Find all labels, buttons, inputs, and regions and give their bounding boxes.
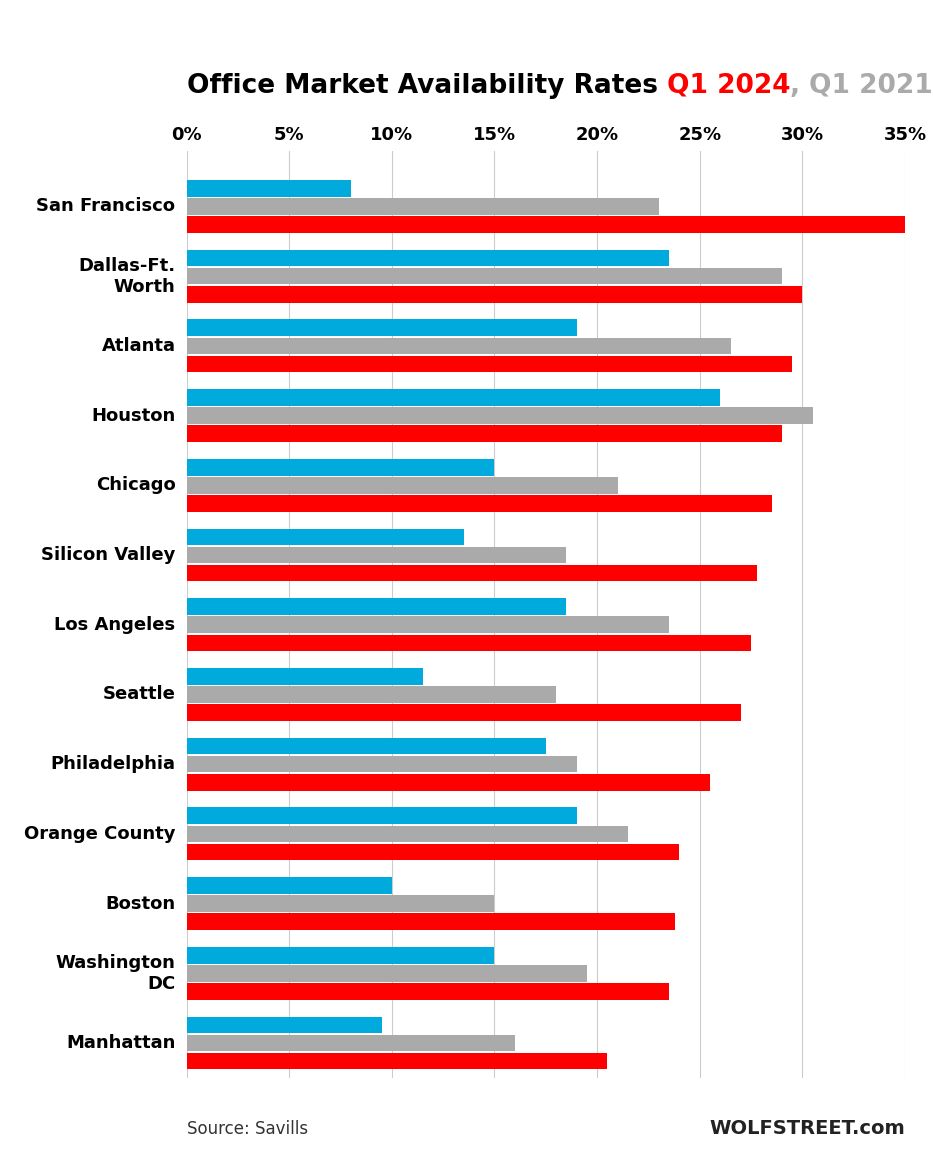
Bar	[187, 217, 926, 233]
Bar	[187, 495, 772, 512]
Bar	[187, 356, 792, 372]
Bar	[187, 774, 710, 790]
Text: Office Market Availability Rates: Office Market Availability Rates	[187, 73, 667, 99]
Bar	[187, 198, 659, 214]
Bar	[187, 705, 741, 721]
Bar	[187, 598, 566, 615]
Bar	[187, 965, 587, 982]
Bar	[187, 844, 679, 860]
Text: Q1 2021: Q1 2021	[810, 73, 933, 99]
Bar	[187, 529, 464, 545]
Bar	[187, 913, 675, 930]
Text: Source: Savills: Source: Savills	[187, 1120, 308, 1138]
Bar	[187, 268, 782, 284]
Bar	[187, 877, 392, 894]
Bar	[187, 389, 720, 406]
Bar	[187, 1016, 382, 1033]
Bar	[187, 947, 494, 963]
Bar	[187, 756, 577, 773]
Bar	[187, 407, 813, 424]
Bar	[187, 634, 751, 651]
Text: ,: ,	[790, 73, 810, 99]
Bar	[187, 425, 782, 442]
Bar	[187, 668, 423, 685]
Bar	[187, 617, 669, 633]
Bar	[187, 737, 546, 755]
Bar	[187, 808, 577, 824]
Bar	[187, 686, 556, 702]
Bar	[187, 459, 494, 475]
Bar	[187, 286, 802, 302]
Bar	[187, 1035, 515, 1051]
Bar	[187, 564, 758, 582]
Bar	[187, 983, 669, 1000]
Bar	[187, 825, 628, 843]
Bar	[187, 478, 618, 494]
Bar	[187, 337, 731, 355]
Text: WOLFSTREET.com: WOLFSTREET.com	[709, 1120, 905, 1138]
Bar	[187, 180, 351, 197]
Bar	[187, 1052, 607, 1070]
Bar	[187, 249, 669, 267]
Text: Q1 2024: Q1 2024	[667, 73, 790, 99]
Bar	[187, 320, 577, 336]
Bar	[187, 895, 494, 912]
Bar	[187, 547, 566, 563]
